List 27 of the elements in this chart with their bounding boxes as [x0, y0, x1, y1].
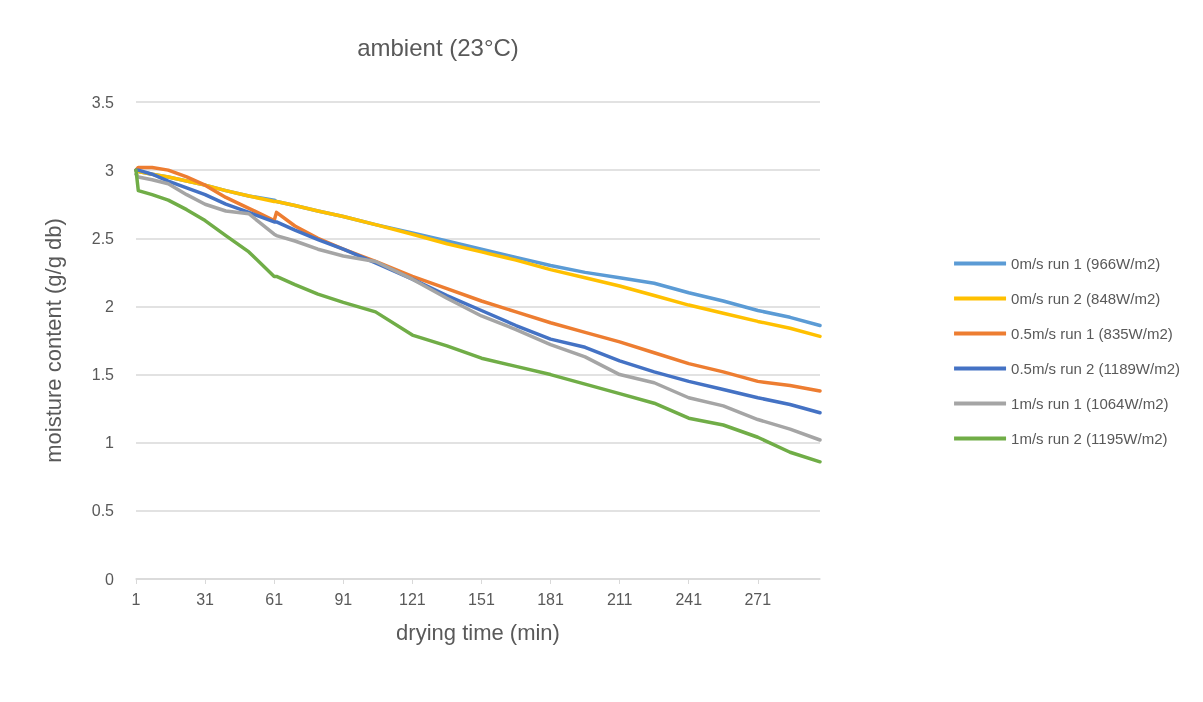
x-tick-label: 151	[468, 590, 495, 608]
y-tick-label: 0	[105, 570, 115, 588]
chart-title: ambient (23°C)	[357, 33, 519, 61]
y-tick-label: 3.5	[91, 93, 115, 111]
legend-label: 1m/s run 2 (1195W/m2)	[1011, 430, 1168, 447]
y-tick-label: 0.5	[91, 502, 115, 520]
x-tick-label: 241	[675, 590, 703, 608]
legend-label: 1m/s run 1 (1064W/m2)	[1011, 395, 1169, 412]
legend-label: 0m/s run 1 (966W/m2)	[1011, 255, 1161, 272]
x-tick-label: 211	[606, 590, 633, 608]
y-tick-label: 2.5	[91, 229, 115, 247]
x-tick-label: 1	[131, 590, 141, 608]
legend-label: 0m/s run 2 (848W/m2)	[1011, 290, 1161, 307]
y-tick-label: 1	[105, 434, 115, 452]
legend-label: 0.5m/s run 1 (835W/m2)	[1011, 325, 1173, 342]
x-tick-label: 61	[265, 590, 284, 608]
y-tick-label: 2	[105, 297, 115, 315]
y-axis-title: moisture content (g/g db)	[40, 218, 66, 463]
x-tick-label: 91	[334, 590, 353, 608]
x-axis-title: drying time (min)	[396, 619, 560, 645]
y-tick-label: 3	[105, 161, 115, 179]
x-tick-label: 121	[399, 590, 426, 608]
y-tick-label: 1.5	[91, 366, 115, 384]
x-tick-label: 31	[196, 590, 215, 608]
x-tick-label: 181	[537, 590, 564, 608]
x-tick-label: 271	[744, 590, 772, 608]
legend-label: 0.5m/s run 2 (1189W/m2)	[1011, 360, 1181, 377]
